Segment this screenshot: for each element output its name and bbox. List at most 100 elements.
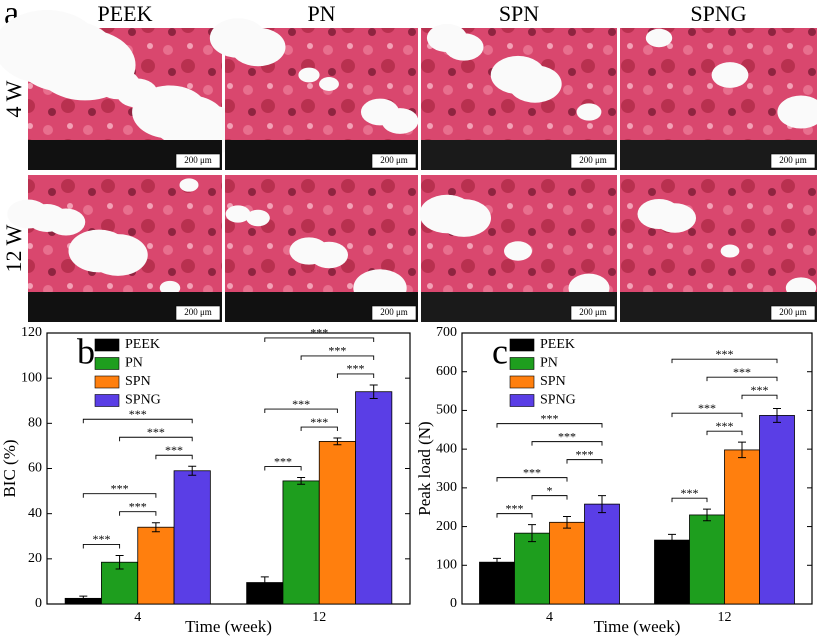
panel-label: c (492, 331, 508, 371)
significance-label: *** (274, 454, 292, 468)
column-label: PEEK (98, 1, 153, 26)
significance-bracket (741, 394, 778, 400)
column-label: SPN (499, 1, 539, 26)
error-bar (333, 437, 342, 446)
legend-swatch (94, 375, 120, 389)
legend-swatch (94, 394, 120, 407)
significance-bracket (531, 495, 568, 500)
significance-bracket (336, 373, 375, 378)
legend-label: PEEK (540, 337, 575, 352)
pore (645, 28, 673, 48)
bar (724, 449, 760, 605)
pore (246, 209, 270, 227)
y-tick-label: 80 (28, 416, 42, 431)
x-tick-label: 12 (718, 610, 732, 625)
significance-bracket (300, 355, 375, 360)
pore (225, 205, 251, 223)
pore (508, 65, 562, 103)
error-bar (598, 495, 606, 514)
significance-label: *** (111, 481, 129, 495)
row-label: 4 W (1, 80, 26, 117)
y-tick-label: 20 (28, 551, 42, 566)
legend-label: PN (540, 356, 558, 371)
significance-label: *** (698, 401, 716, 415)
significance-bracket (119, 511, 157, 516)
significance-bracket (496, 423, 603, 428)
significance-label: *** (165, 443, 183, 457)
significance-bracket (119, 436, 193, 442)
significance-bracket (496, 477, 568, 482)
row-label: 12 W (1, 224, 26, 272)
legend-label: PN (125, 356, 143, 371)
significance-label: *** (523, 465, 541, 479)
x-tick-label: 4 (546, 610, 553, 625)
error-bar (151, 522, 160, 533)
scale-bar: 200 μm (184, 155, 212, 165)
significance-bracket (264, 408, 338, 414)
y-tick-label: 60 (28, 461, 42, 476)
significance-label: *** (347, 362, 365, 376)
significance-label: *** (328, 344, 346, 358)
error-bar (563, 516, 571, 529)
significance-bracket (671, 412, 743, 418)
error-bar (297, 477, 306, 485)
legend-swatch (509, 338, 535, 352)
bar (759, 415, 795, 605)
significance-bracket (671, 497, 708, 503)
pore (576, 103, 602, 121)
bar (355, 391, 393, 605)
bar (479, 561, 515, 605)
bar (584, 503, 620, 605)
significance-label: * (547, 483, 553, 497)
significance-label: *** (310, 326, 328, 340)
pore (159, 280, 181, 296)
error-bar (115, 554, 124, 570)
significance-bracket (82, 418, 193, 424)
pore (444, 33, 484, 61)
scale-bar-box (570, 305, 616, 321)
pore (230, 27, 286, 67)
bar (689, 514, 725, 605)
significance-label: *** (92, 532, 110, 546)
significance-bracket (82, 543, 121, 549)
error-bar (493, 557, 501, 567)
significance-label: *** (751, 383, 769, 397)
error-bar (773, 407, 781, 423)
legend-label: PEEK (125, 337, 160, 352)
significance-label: *** (716, 347, 734, 361)
column-label: SPNG (690, 1, 746, 26)
legend-swatch (94, 357, 120, 370)
y-tick-label: 700 (436, 325, 457, 340)
legend-label: SPN (125, 374, 151, 389)
significance-label: *** (147, 425, 165, 439)
scale-bar-box (175, 305, 221, 321)
y-axis-label: Peak load (N) (415, 421, 434, 515)
significance-bracket (300, 426, 338, 432)
error-bar (703, 508, 711, 522)
y-tick-label: 500 (436, 403, 457, 418)
pore (381, 108, 419, 134)
pore (34, 29, 136, 101)
significance-bracket (155, 454, 193, 460)
pore (88, 234, 148, 276)
y-tick-label: 0 (35, 596, 42, 611)
scale-bar-box (570, 153, 616, 169)
error-bar (528, 524, 536, 543)
significance-label: *** (541, 411, 559, 425)
pore (298, 67, 320, 83)
pore (179, 178, 199, 192)
x-tick-label: 4 (134, 610, 141, 625)
legend-label: SPNG (540, 393, 576, 408)
y-tick-label: 100 (436, 558, 457, 573)
significance-bracket (566, 459, 603, 464)
pore (437, 199, 491, 237)
significance-bracket (496, 513, 533, 518)
scale-bar-box (371, 305, 417, 321)
bar (282, 480, 320, 605)
error-bar (738, 441, 746, 459)
significance-bracket (706, 430, 743, 436)
y-tick-label: 400 (436, 441, 457, 456)
pore (653, 203, 697, 233)
pore (504, 241, 532, 261)
